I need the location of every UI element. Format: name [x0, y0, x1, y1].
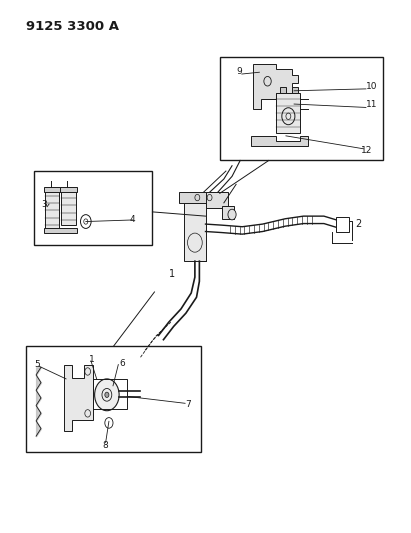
Text: 2: 2 — [356, 219, 362, 229]
Text: 6: 6 — [119, 359, 125, 367]
Bar — [61, 191, 76, 225]
Text: 12: 12 — [360, 147, 372, 156]
Bar — [44, 228, 77, 233]
Text: 1: 1 — [88, 355, 94, 364]
Text: 9125 3300 A: 9125 3300 A — [26, 20, 119, 33]
Bar — [292, 87, 298, 93]
Circle shape — [95, 379, 119, 411]
Text: 5: 5 — [34, 360, 40, 369]
Polygon shape — [64, 365, 92, 431]
Text: 10: 10 — [366, 82, 377, 91]
Text: 11: 11 — [366, 100, 377, 109]
Text: 8: 8 — [103, 441, 109, 450]
Circle shape — [105, 392, 109, 398]
Bar — [336, 217, 349, 232]
Bar — [206, 192, 228, 208]
Bar — [92, 379, 127, 409]
Text: 7: 7 — [185, 400, 191, 409]
Text: 9: 9 — [236, 67, 242, 76]
Bar — [179, 192, 224, 203]
Bar — [280, 87, 286, 93]
Bar — [45, 191, 59, 231]
Bar — [184, 203, 206, 261]
Text: 3: 3 — [42, 199, 47, 208]
Polygon shape — [251, 136, 308, 147]
Circle shape — [228, 209, 236, 220]
Bar — [220, 57, 383, 160]
Bar — [60, 187, 77, 192]
Bar — [44, 187, 61, 192]
Text: 4: 4 — [130, 215, 136, 224]
Polygon shape — [253, 64, 298, 109]
Bar — [276, 93, 300, 133]
Text: 1: 1 — [169, 270, 175, 279]
Bar — [34, 171, 152, 245]
Bar — [222, 206, 234, 219]
Bar — [26, 346, 201, 452]
